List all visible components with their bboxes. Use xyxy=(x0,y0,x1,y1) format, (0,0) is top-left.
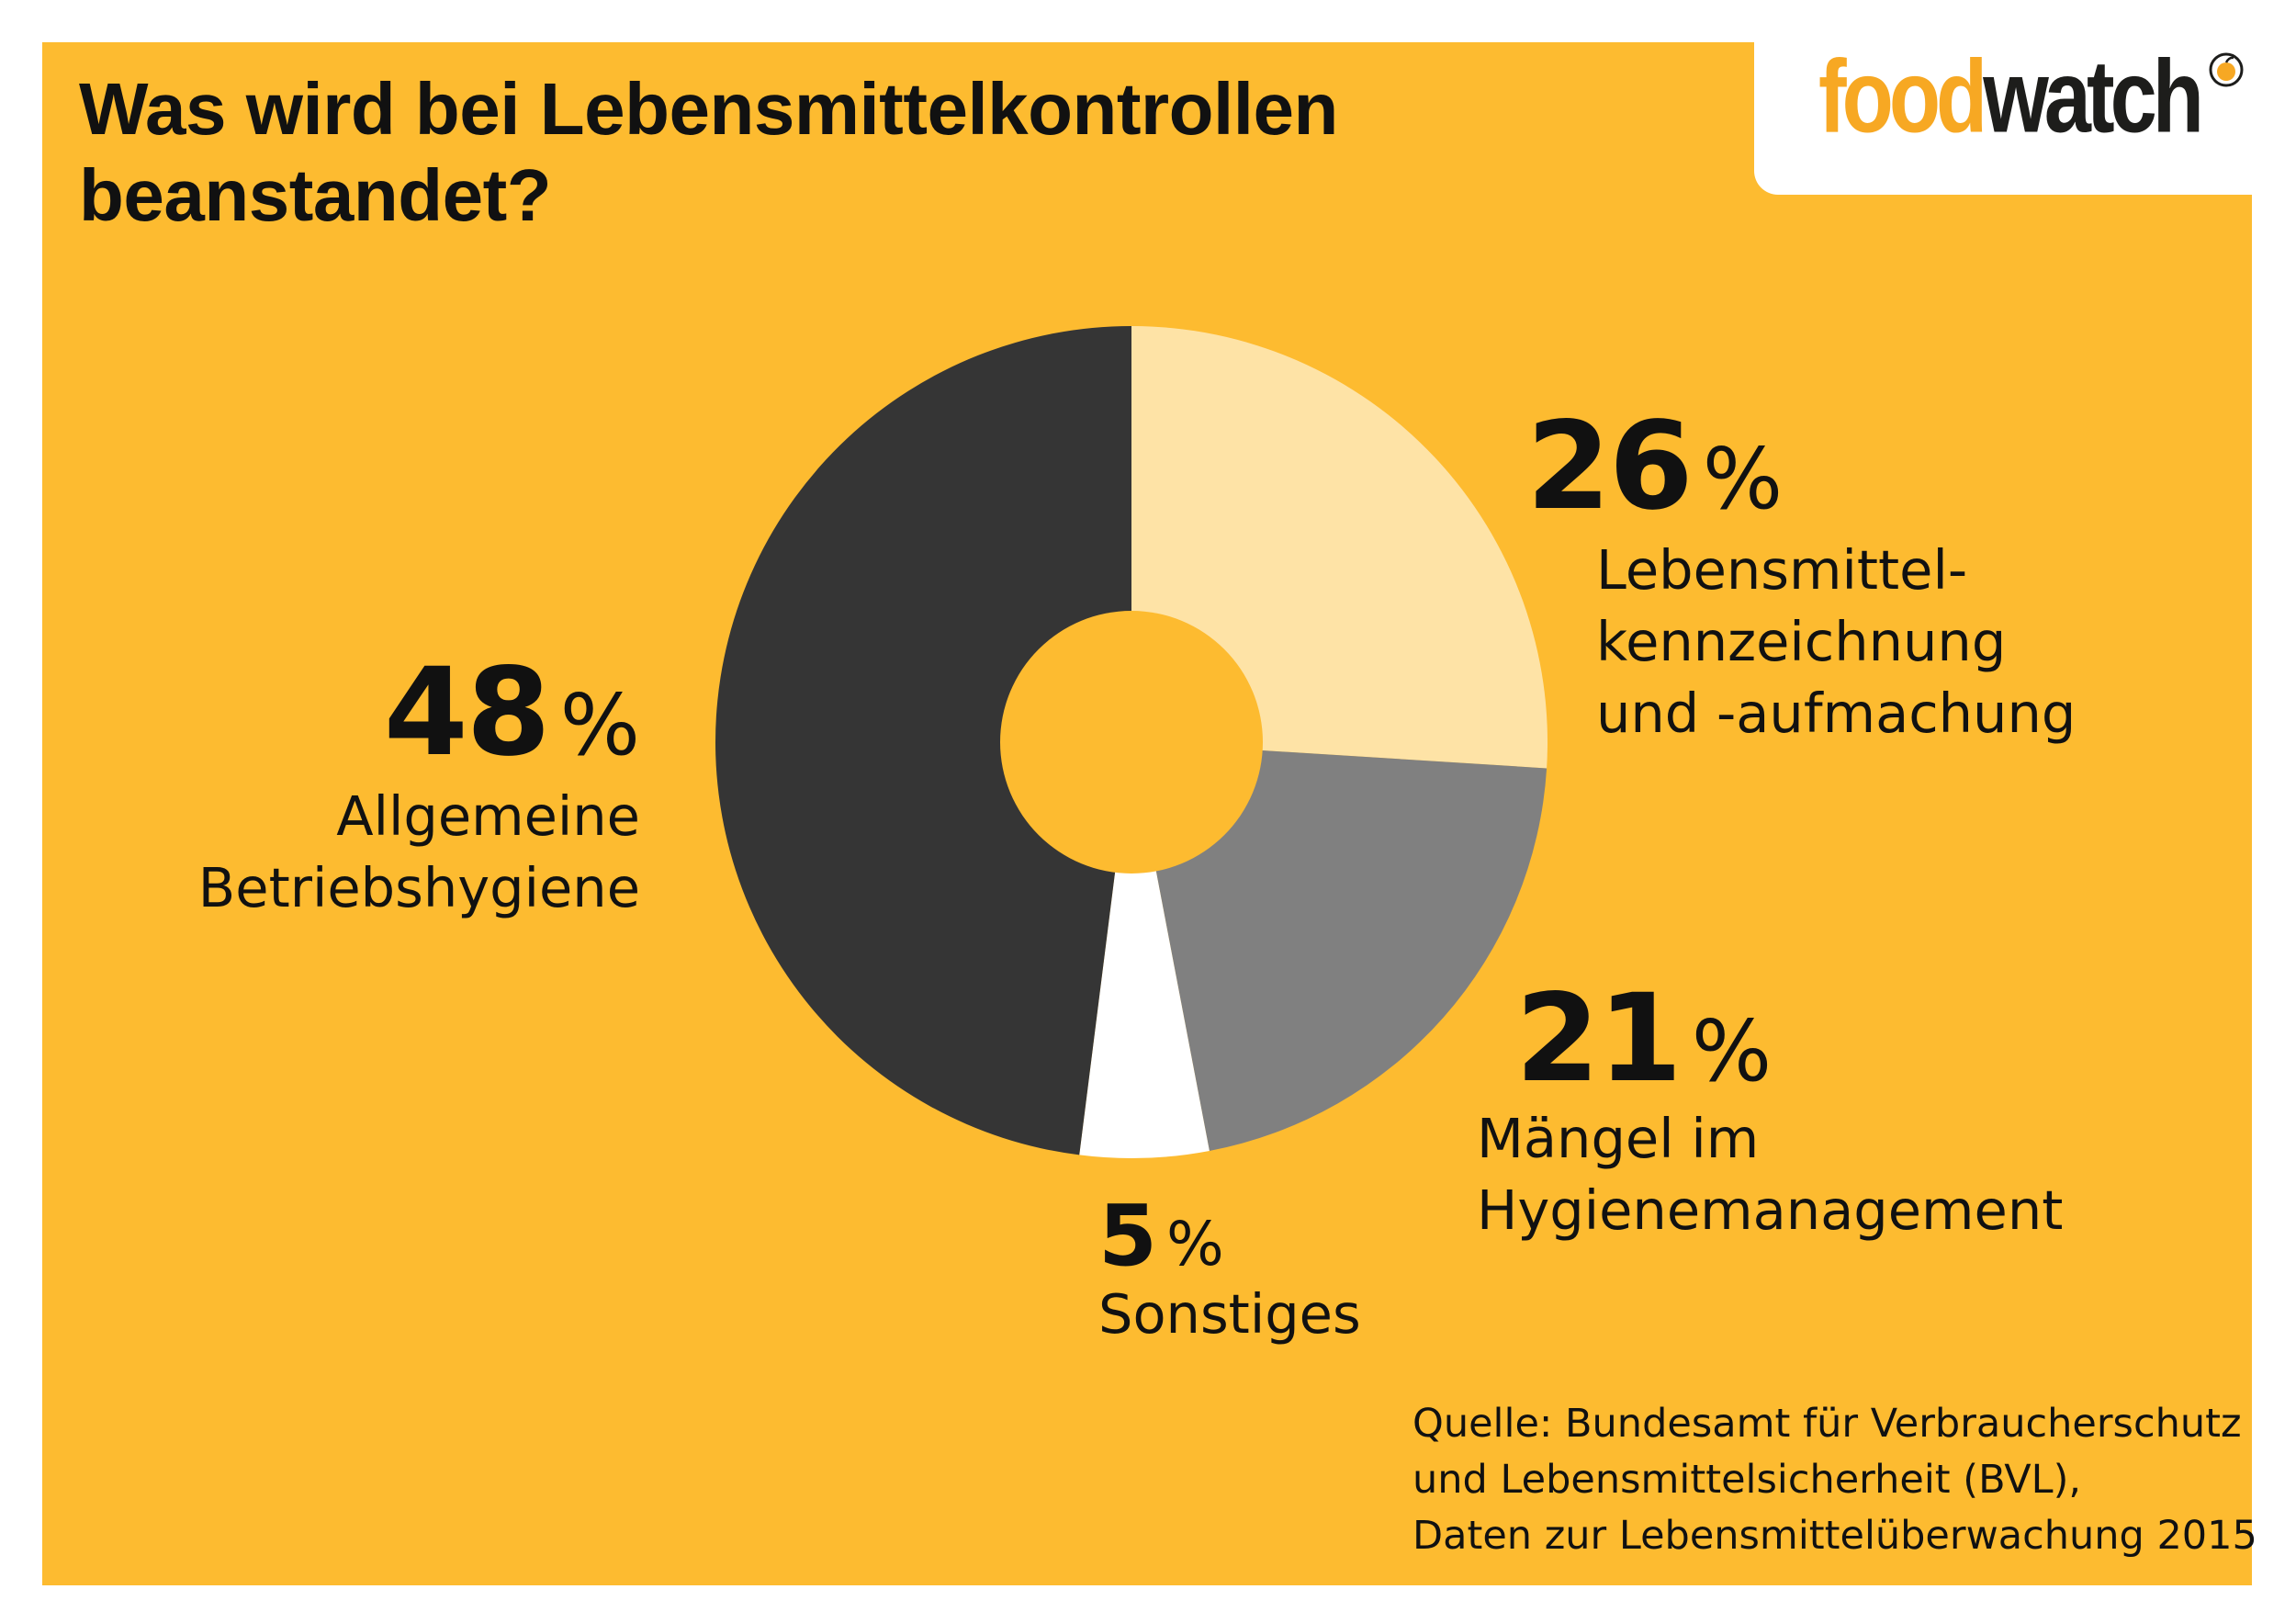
category-betriebshygiene: Allgemeine Betriebshygiene xyxy=(197,784,640,919)
label-betriebshygiene: 48% Allgemeine Betriebshygiene xyxy=(198,652,640,924)
logo-part-watch: watch xyxy=(1983,39,2204,154)
slice-kennzeichnung xyxy=(1131,326,1548,769)
value-sonstiges: 5 xyxy=(1098,1187,1157,1285)
value-kennzeichnung: 26 xyxy=(1526,396,1694,537)
donut-hole xyxy=(1000,611,1263,873)
category-sonstiges: Sonstiges xyxy=(1098,1282,1361,1346)
slice-sonstiges xyxy=(1079,742,1210,1158)
category-hygienemanagement: Mängel im Hygienemanagement xyxy=(1477,1107,2064,1242)
percent-sign: % xyxy=(559,676,640,774)
value-hygienemanagement: 21 xyxy=(1515,968,1683,1110)
logo-part-food: food xyxy=(1818,39,1987,154)
percent-sign: % xyxy=(1702,430,1784,528)
logo-box xyxy=(1754,42,2252,195)
foodwatch-globe-mark-icon xyxy=(2209,52,2244,87)
slice-betriebshygiene xyxy=(715,326,1131,1155)
percent-sign: % xyxy=(1166,1209,1224,1279)
value-betriebshygiene: 48 xyxy=(383,642,551,783)
percent-sign: % xyxy=(1691,1002,1773,1100)
category-kennzeichnung: Lebensmittel- kennzeichnung und -aufmach… xyxy=(1596,538,2077,745)
source-note: Quelle: Bundesamt für Verbraucherschutz … xyxy=(1412,1401,2257,1559)
label-hygienemanagement: 21% Mängel im Hygienemanagement xyxy=(1477,978,2063,1246)
label-kennzeichnung: 26% Lebensmittel- kennzeichnung und -auf… xyxy=(1526,406,2076,750)
foodwatch-logo[interactable]: foodwatch xyxy=(1818,39,2204,156)
chart-title: Was wird bei Lebensmittelkontrollen bean… xyxy=(79,68,1338,236)
slice-hygienemanagement xyxy=(1131,742,1548,1151)
label-sonstiges: 5% Sonstiges xyxy=(1098,1194,1361,1350)
